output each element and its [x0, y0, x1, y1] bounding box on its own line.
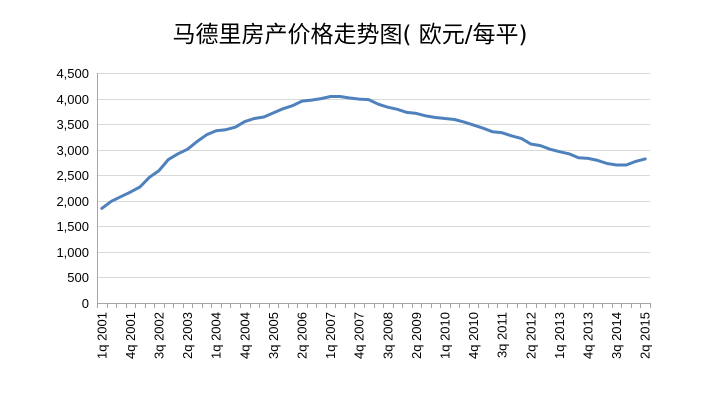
- y-tick-label: 0: [82, 296, 89, 311]
- data-point: [243, 120, 246, 123]
- data-point: [129, 191, 132, 194]
- y-tick-label: 1,000: [56, 245, 89, 260]
- x-tick-label: 4q 2007: [352, 312, 367, 359]
- x-tick-label: 3q 2014: [609, 312, 624, 359]
- series-line: [100, 95, 647, 210]
- data-point: [186, 148, 189, 151]
- data-point: [444, 117, 447, 120]
- data-point: [138, 186, 141, 189]
- x-tick-label: 1q 2001: [94, 312, 109, 359]
- data-point: [253, 117, 256, 120]
- y-axis-tick-labels: 0 500 1,000 1,500 2,000 2,500 3,000 3,500 4,000 4…: [56, 66, 89, 311]
- x-tick-label: 4q 2013: [581, 312, 596, 359]
- data-point: [329, 95, 332, 98]
- x-tick-label: 4q 2001: [123, 312, 138, 359]
- data-point: [110, 200, 113, 203]
- data-point: [424, 114, 427, 117]
- data-point: [568, 152, 571, 155]
- data-point: [587, 157, 590, 160]
- data-point: [644, 157, 647, 160]
- data-point: [472, 124, 475, 127]
- data-point: [281, 107, 284, 110]
- x-tick-label: 2q 2009: [409, 312, 424, 359]
- data-point: [272, 111, 275, 114]
- x-tick-label: 1q 2010: [438, 312, 453, 359]
- x-axis-tick-labels: 1q 2001 4q 2001 3q 2002 2q 2003 1q 2004 4q 20…: [94, 312, 652, 359]
- data-point: [386, 106, 389, 109]
- y-tick-label: 2,500: [56, 168, 89, 183]
- data-point: [615, 164, 618, 167]
- data-point: [320, 97, 323, 100]
- x-tick-label: 3q 2011: [495, 312, 510, 358]
- data-point: [358, 98, 361, 101]
- y-tick-label: 4,500: [56, 66, 89, 81]
- data-point: [453, 118, 456, 121]
- data-point: [167, 158, 170, 161]
- data-point: [215, 129, 218, 132]
- x-tick-label: 3q 2008: [380, 312, 395, 359]
- data-point: [262, 116, 265, 119]
- y-tick-label: 3,500: [56, 117, 89, 132]
- x-tick-label: 2q 2003: [180, 312, 195, 359]
- data-point: [482, 127, 485, 130]
- data-point: [310, 99, 313, 102]
- chart-title: 马德里房产价格走势图( 欧元/每平): [172, 22, 527, 48]
- data-point: [148, 176, 151, 179]
- y-tick-label: 2,000: [56, 194, 89, 209]
- data-point: [491, 130, 494, 133]
- y-tick-label: 4,000: [56, 92, 89, 107]
- gridlines: [97, 73, 650, 278]
- data-point: [558, 150, 561, 153]
- data-point: [100, 207, 103, 210]
- data-point: [548, 148, 551, 151]
- data-point: [396, 108, 399, 111]
- data-point: [234, 126, 237, 129]
- data-point: [119, 195, 122, 198]
- x-tick-label: 1q 2007: [323, 312, 338, 359]
- data-point: [405, 111, 408, 114]
- x-tick-label: 1q 2004: [209, 312, 224, 359]
- y-tick-label: 1,500: [56, 219, 89, 234]
- data-point: [205, 133, 208, 136]
- x-tick-label: 2q 2012: [523, 312, 538, 359]
- data-point: [224, 128, 227, 131]
- data-point: [377, 103, 380, 106]
- data-point: [158, 169, 161, 172]
- x-tick-label: 2q 2006: [294, 312, 309, 359]
- data-point: [606, 162, 609, 165]
- data-point: [463, 121, 466, 124]
- x-tick-label: 3q 2005: [266, 312, 281, 359]
- data-point: [291, 104, 294, 107]
- x-tick-label: 4q 2004: [237, 312, 252, 359]
- data-point: [434, 116, 437, 119]
- data-point: [596, 159, 599, 162]
- data-point: [415, 112, 418, 115]
- data-point: [196, 140, 199, 143]
- data-point: [529, 143, 532, 146]
- data-point: [339, 95, 342, 98]
- data-point: [510, 134, 513, 137]
- data-point: [348, 97, 351, 100]
- x-tick-label: 4q 2010: [466, 312, 481, 359]
- data-point: [177, 152, 180, 155]
- x-tick-label: 2q 2015: [638, 312, 653, 359]
- series-layer: [100, 95, 647, 210]
- x-tick-label: 1q 2013: [552, 312, 567, 359]
- data-point: [539, 144, 542, 147]
- data-point: [501, 131, 504, 134]
- data-point: [577, 156, 580, 159]
- data-point: [634, 160, 637, 163]
- axes: [97, 73, 651, 308]
- y-tick-label: 3,000: [56, 143, 89, 158]
- y-tick-label: 500: [67, 270, 89, 285]
- data-point: [301, 100, 304, 103]
- data-point: [367, 98, 370, 101]
- data-point: [520, 137, 523, 140]
- data-point: [625, 164, 628, 167]
- x-tick-label: 3q 2002: [151, 312, 166, 359]
